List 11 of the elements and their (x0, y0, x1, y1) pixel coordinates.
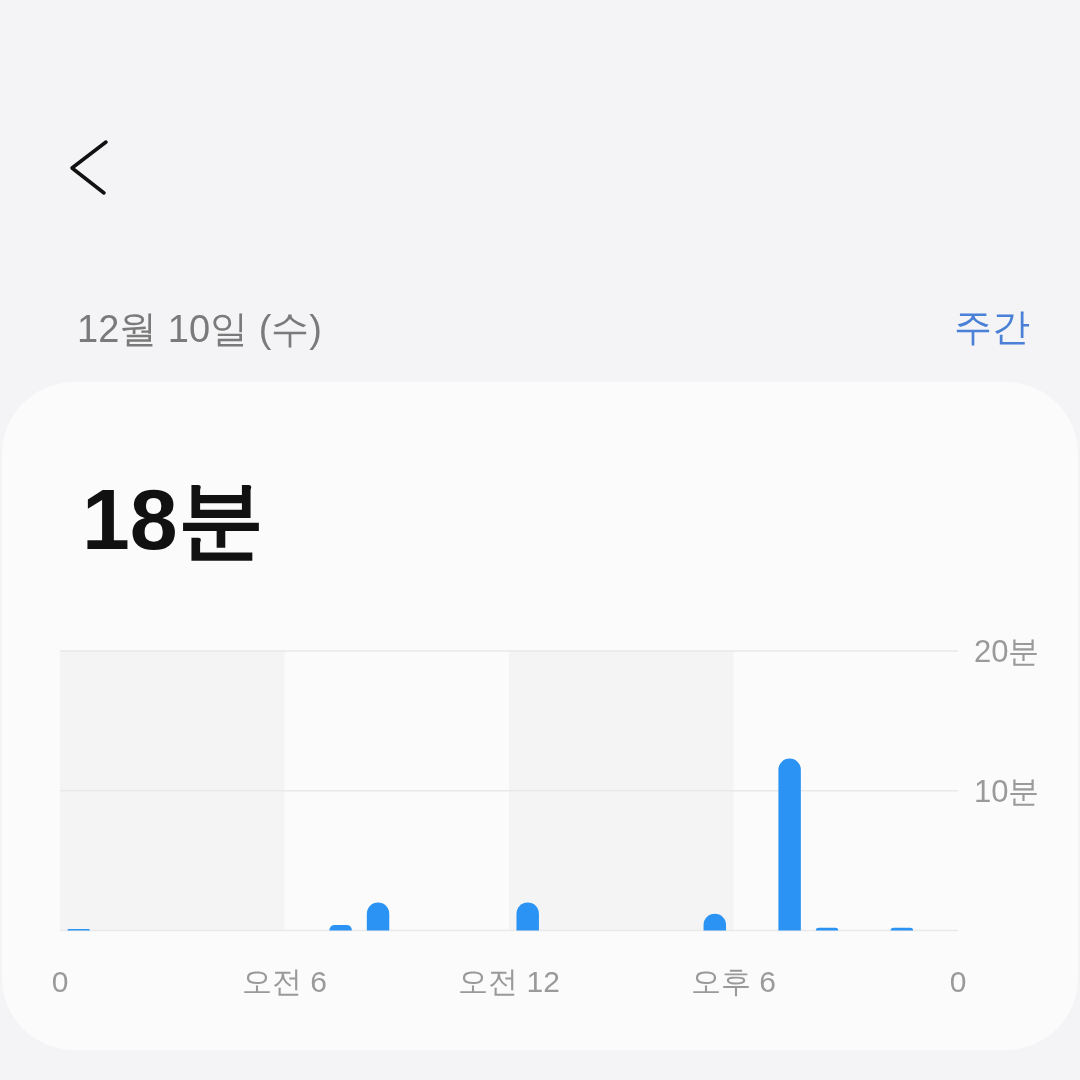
x-tick-label: 0 (51, 965, 69, 998)
chart-title: 12월 10일 (수) (77, 308, 322, 350)
text: 주간 (954, 306, 1030, 348)
x-tick-label: 오전 6 (241, 965, 328, 998)
chart-subtitle: 18분 (82, 471, 264, 567)
y-tick-label: 10분 (974, 773, 1040, 809)
bar (778, 758, 801, 931)
x-tick-label: 오후 6 (690, 965, 777, 998)
x-tick-label: 0 (949, 965, 967, 998)
x-tick-label: 오전 12 (458, 965, 560, 998)
y-tick-label: 20분 (974, 634, 1040, 669)
